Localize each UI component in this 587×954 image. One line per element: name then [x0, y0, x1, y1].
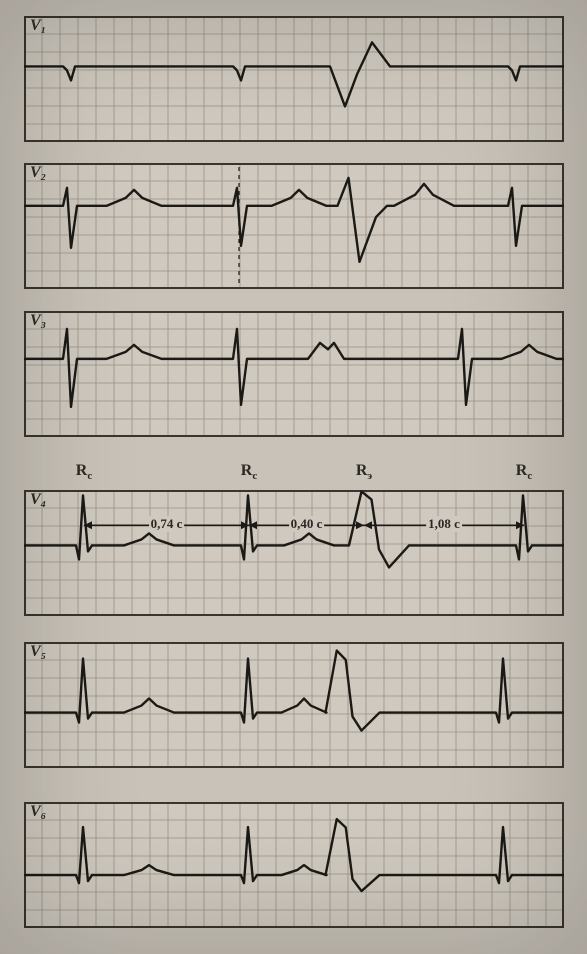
beat-label-main: R [241, 462, 253, 479]
lead-label: V₁ [30, 17, 46, 35]
beat-label: Rс [76, 462, 92, 482]
beat-label-main: R [76, 462, 88, 479]
lead-label: V₃ [30, 312, 46, 330]
beat-label-sub: с [252, 470, 257, 482]
ecg-strip-svg [24, 16, 564, 142]
lead-label: V₅ [30, 643, 46, 661]
beat-label: Rс [516, 462, 532, 482]
lead-label: V₂ [30, 164, 46, 182]
ecg-strip-v3: V₃ [24, 311, 564, 437]
interval-label: 1,08 с [426, 516, 462, 532]
ecg-strip-v6: V₆ [24, 802, 564, 928]
interval-label: 0,40 с [289, 516, 325, 532]
ecg-strip-svg [24, 311, 564, 437]
interval-label: 0,74 с [149, 516, 185, 532]
ecg-strip-v1: V₁ [24, 16, 564, 142]
ecg-strip-v2: V₂ [24, 163, 564, 289]
beat-label-sub: с [87, 470, 92, 482]
ecg-page: V₁V₂V₃V₄0,74 с0,40 с1,08 сV₅V₆ RсRсRэRс [0, 0, 587, 954]
beat-label-main: R [516, 462, 528, 479]
lead-label: V₆ [30, 803, 46, 821]
ecg-strip-svg [24, 802, 564, 928]
ecg-strip-svg [24, 642, 564, 768]
beat-label-sub: с [527, 470, 532, 482]
ecg-strip-svg [24, 490, 564, 616]
ecg-strip-v4: V₄ 0,74 с 0,40 с 1,08 с [24, 490, 564, 616]
ecg-strip-v5: V₅ [24, 642, 564, 768]
beat-label-sub: э [367, 470, 372, 482]
beat-label: Rэ [356, 462, 372, 482]
beat-label: Rс [241, 462, 257, 482]
beat-label-main: R [356, 462, 368, 479]
ecg-strip-svg [24, 163, 564, 289]
lead-label: V₄ [30, 491, 46, 509]
